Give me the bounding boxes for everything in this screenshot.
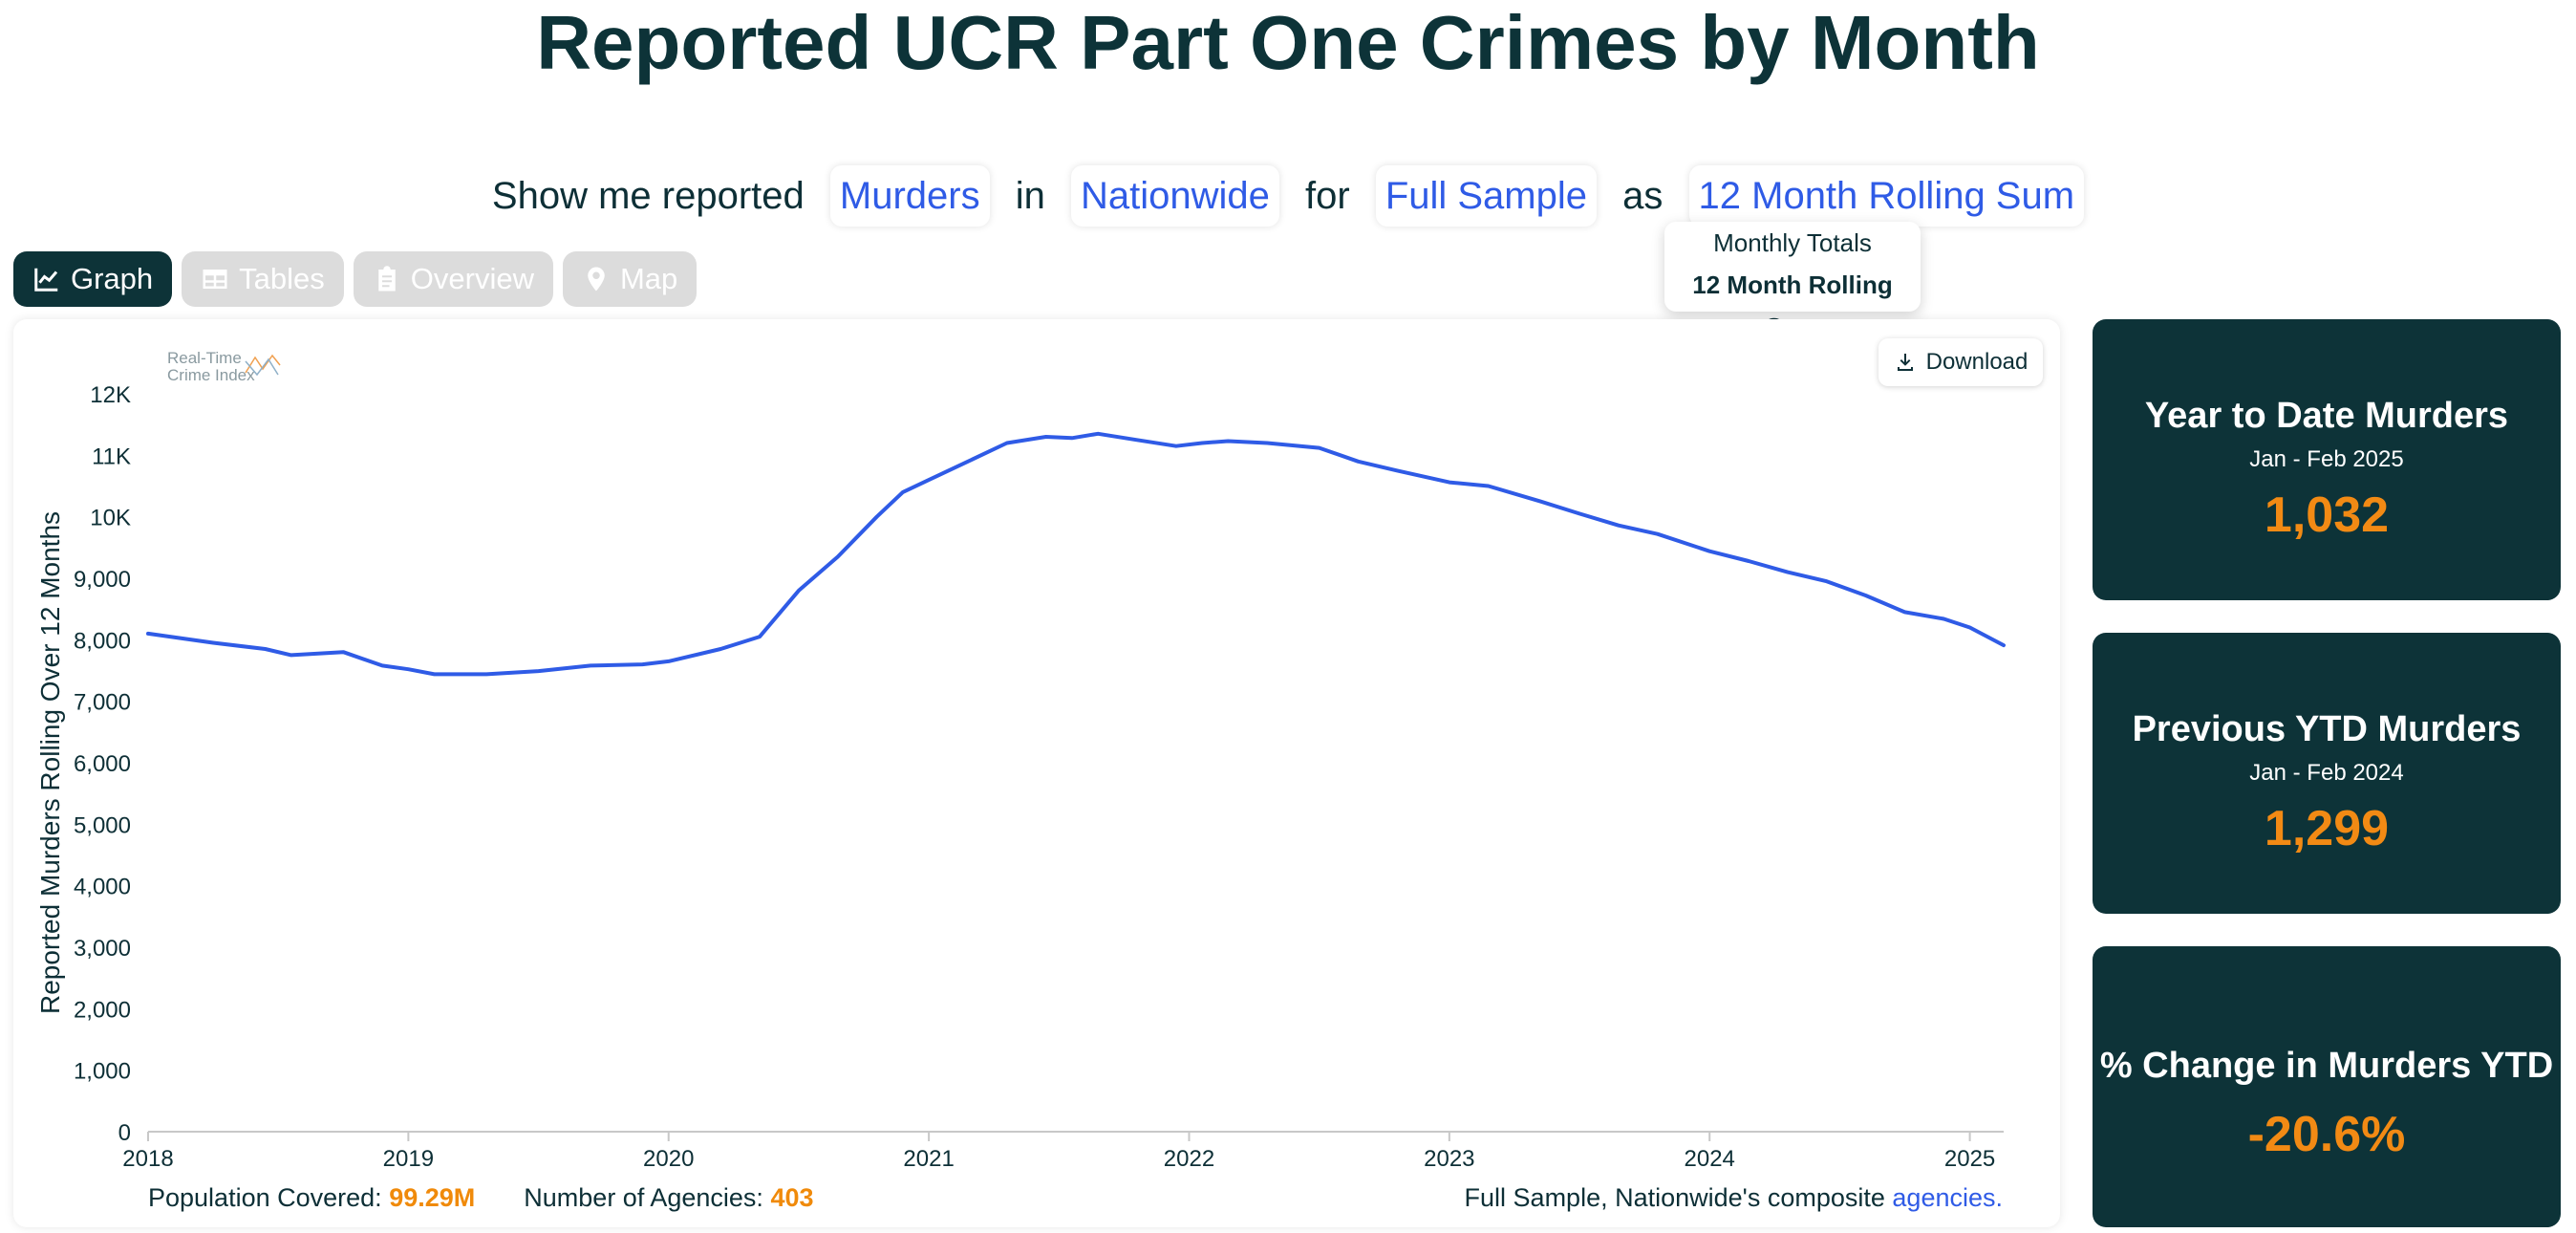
location-selector[interactable]: Nationwide [1070,165,1279,227]
stat-ytd-period: Jan - Feb 2025 [2249,446,2404,472]
x-tick-label: 2018 [122,1146,173,1172]
y-tick-label: 1,000 [74,1059,131,1085]
x-tick-label: 2023 [1424,1146,1474,1172]
measure-selector[interactable]: 12 Month Rolling Sum [1688,165,2085,227]
y-tick-label: 4,000 [74,875,131,900]
x-tick-label: 2022 [1164,1146,1214,1172]
y-tick-label: 9,000 [74,567,131,593]
agencies-value: 403 [770,1183,814,1212]
x-tick-label: 2021 [903,1146,954,1172]
tab-map-label: Map [619,262,678,295]
crime-selector[interactable]: Murders [829,165,990,227]
stat-prev-heading: Previous YTD Murders [2132,709,2522,749]
clipboard-icon [378,266,396,292]
table-icon [203,270,227,289]
sentence-for: for [1305,175,1350,217]
sentence-prefix: Show me reported [491,175,805,217]
y-tick-label: 3,000 [74,936,131,962]
tab-tables[interactable]: Tables [182,251,344,307]
agencies-link[interactable]: agencies. [1892,1183,2003,1212]
page-title: Reported UCR Part One Crimes by Month [536,0,2040,85]
y-tick-label: 7,000 [74,690,131,716]
tab-graph-label: Graph [71,262,154,295]
stat-card-ytd: Year to Date Murders Jan - Feb 2025 1,03… [2093,319,2561,600]
stat-ytd-value: 1,032 [2264,487,2390,543]
population-label: Population Covered: [148,1183,382,1212]
stat-change-heading: % Change in Murders YTD [2099,1046,2554,1086]
stat-change-value: -20.6% [2247,1107,2406,1162]
logo-mark-icon [245,354,281,377]
line-chart-icon [34,268,58,292]
y-axis-label: Reported Murders Rolling Over 12 Months [35,511,65,1014]
x-tick-label: 2019 [383,1146,434,1172]
download-icon [1897,354,1913,371]
download-label: Download [1925,349,2029,375]
chart-card [13,319,2060,1227]
y-tick-label: 12K [90,382,131,408]
x-tick-label: 2024 [1685,1146,1735,1172]
y-tick-label: 8,000 [74,628,131,654]
tab-overview[interactable]: Overview [353,251,553,307]
sample-selector[interactable]: Full Sample [1375,165,1598,227]
tab-graph[interactable]: Graph [13,251,173,307]
tab-overview-label: Overview [410,262,534,295]
logo-line-2: Crime Index [167,366,255,384]
stat-card-previous-ytd: Previous YTD Murders Jan - Feb 2024 1,29… [2093,633,2561,914]
y-tick-label: 2,000 [74,997,131,1023]
tab-tables-label: Tables [239,262,325,295]
sentence-in: in [1015,175,1045,217]
stat-prev-value: 1,299 [2264,801,2390,856]
tab-map[interactable]: Map [562,251,698,307]
map-pin-icon [588,267,605,292]
stat-prev-period: Jan - Feb 2024 [2249,760,2404,786]
footer-stats: Population Covered: 99.29M Number of Age… [148,1183,814,1213]
population-value: 99.29M [389,1183,476,1212]
logo-line-1: Real-Time [167,349,242,367]
stat-ytd-heading: Year to Date Murders [2144,396,2509,436]
agencies-label: Number of Agencies: [524,1183,763,1212]
sample-note: Full Sample, Nationwide's composite [1464,1183,1885,1212]
y-tick-label: 0 [118,1120,131,1146]
x-tick-label: 2025 [1944,1146,1995,1172]
series-line [146,431,2006,677]
download-button[interactable]: Download [1878,338,2043,386]
footer-sample-note: Full Sample, Nationwide's composite agen… [1465,1183,2003,1213]
view-tabs: Graph Tables Overview Map [13,251,698,307]
dropdown-option-monthly-totals[interactable]: Monthly Totals [1713,228,1872,257]
x-tick-label: 2020 [643,1146,694,1172]
query-sentence: Show me reported Murders in Nationwide f… [0,162,2576,229]
y-tick-label: 10K [90,506,131,531]
y-tick-label: 6,000 [74,751,131,777]
y-tick-label: 11K [92,443,131,469]
stat-card-change: % Change in Murders YTD -20.6% [2093,946,2561,1227]
sentence-as: as [1622,175,1664,217]
rtci-logo: Real-Time Crime Index [167,349,281,384]
y-tick-label: 5,000 [74,812,131,838]
